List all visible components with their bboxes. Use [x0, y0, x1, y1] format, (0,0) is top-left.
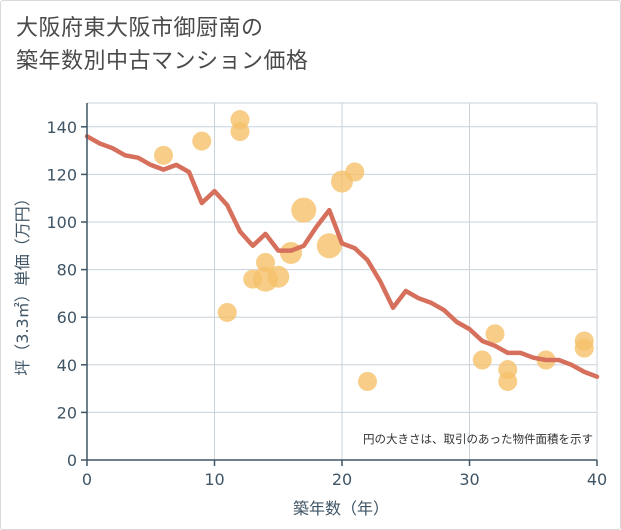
- scatter-point-0: [154, 145, 173, 165]
- size-legend-note: 円の大きさは、取引のあった物件面積を示す: [363, 432, 593, 446]
- scatter-point-2: [217, 302, 237, 322]
- scatter-point-6: [256, 252, 275, 272]
- x-tick-label-0: 0: [82, 470, 92, 489]
- x-axis-label: 築年数（年）: [293, 499, 389, 518]
- y-axis-label: 坪（3.3㎡）単価（万円）: [13, 190, 32, 375]
- y-tick-label-100: 100: [46, 213, 77, 232]
- average-line-series: [84, 134, 600, 379]
- y-tick-label-80: 80: [57, 261, 77, 280]
- scatter-point-21: [574, 338, 594, 358]
- scatter-point-8: [267, 265, 290, 288]
- x-tick-label-40: 40: [587, 470, 607, 489]
- scatter-point-10: [291, 197, 317, 223]
- scatter-point-15: [472, 350, 492, 370]
- scatter-point-18: [498, 371, 518, 391]
- y-tick-label-120: 120: [46, 165, 77, 184]
- y-tick-label-20: 20: [57, 403, 77, 422]
- chart-title-line2: 築年数別中古マンション価格: [16, 49, 309, 74]
- scatter-point-14: [358, 371, 377, 391]
- y-tick-label-0: 0: [67, 451, 77, 470]
- scatter-point-13: [345, 162, 365, 182]
- average-price-line: [84, 134, 600, 379]
- x-tick-label-20: 20: [332, 470, 352, 489]
- scatter-point-4: [230, 122, 250, 142]
- chart-axes: 0 20 40 60 80 100 120 140 0 10 20 30 40: [46, 103, 607, 489]
- chart-grid: [87, 102, 598, 460]
- scatter-point-1: [192, 131, 212, 151]
- scatter-point-11: [316, 233, 342, 259]
- y-tick-label-40: 40: [57, 356, 77, 375]
- chart-title: 大阪府東大阪市御厨南の 築年数別中古マンション価格: [16, 12, 309, 78]
- scatter-point-9: [280, 241, 302, 264]
- scatter-point-16: [485, 324, 505, 344]
- chart-title-line1: 大阪府東大阪市御厨南の: [16, 16, 264, 41]
- x-tick-label-10: 10: [204, 470, 224, 489]
- y-tick-label-60: 60: [57, 308, 77, 327]
- scatter-series: [154, 110, 594, 391]
- x-tick-label-30: 30: [459, 470, 479, 489]
- y-tick-label-140: 140: [46, 118, 77, 137]
